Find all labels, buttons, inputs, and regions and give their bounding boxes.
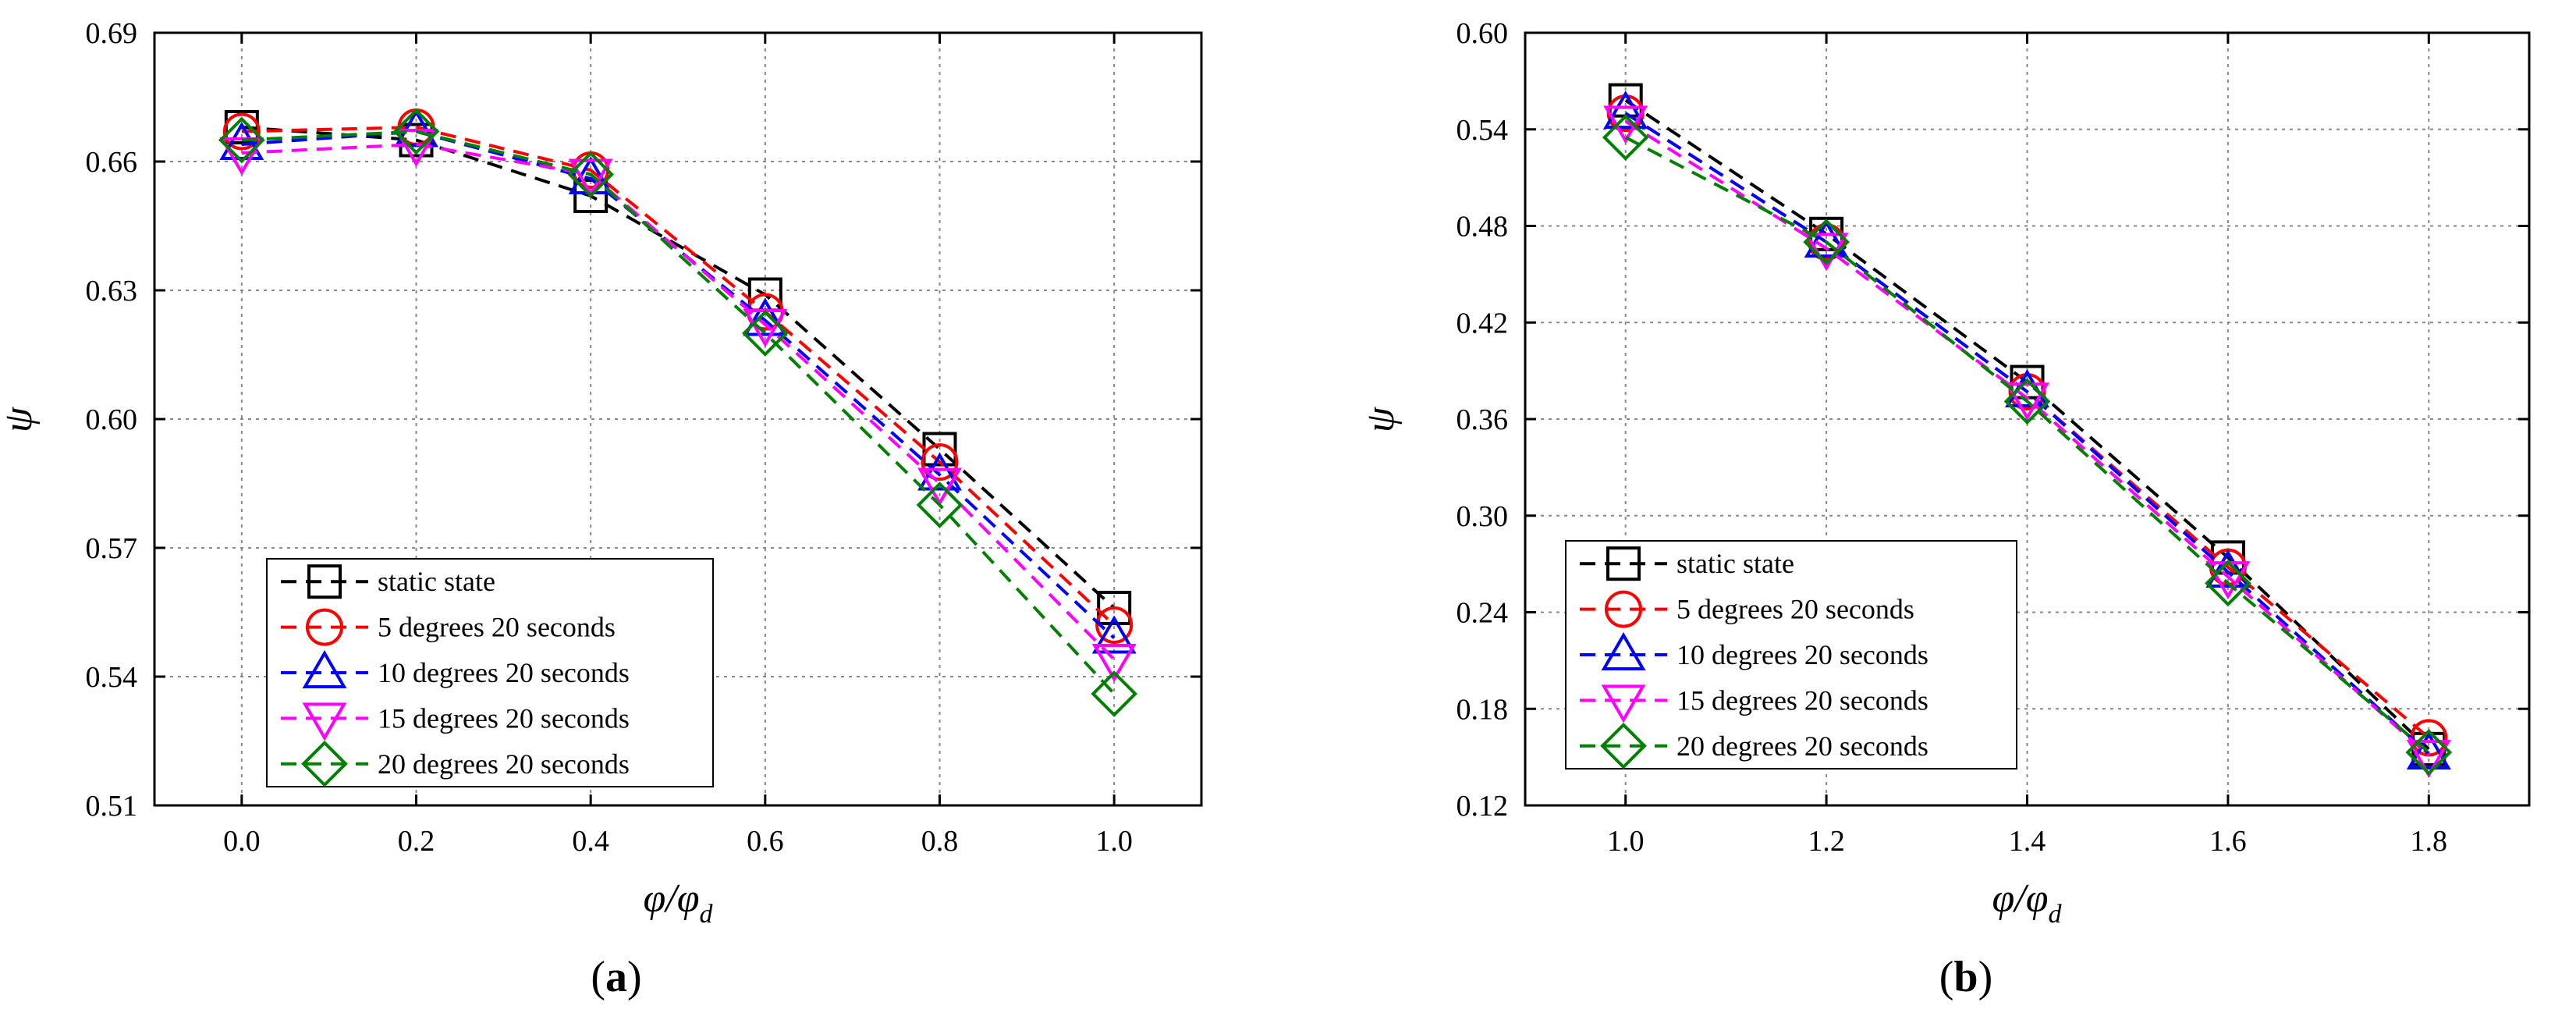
y-tick-label: 0.24 [1457, 597, 1509, 630]
x-tick-label: 0.4 [572, 825, 609, 858]
data-point-s5-3 [567, 151, 614, 198]
series-line-1 [241, 126, 1116, 610]
legend-marker [1600, 722, 1647, 770]
legend-marker [307, 564, 342, 599]
y-tick-label: 0.69 [86, 17, 138, 50]
x-tick-label: 1.8 [2411, 825, 2448, 858]
panel-label-letter: b [1953, 953, 1978, 1001]
data-point-s3-4 [743, 297, 788, 336]
legend-marker [306, 608, 343, 646]
data-point-s3-1 [1603, 91, 1648, 130]
legend-label: 20 degrees 20 seconds [378, 748, 630, 780]
legend-label: static state [1677, 548, 1794, 579]
x-tick-label: 1.0 [1095, 825, 1133, 858]
data-point-s3-5 [917, 452, 962, 491]
series-line-4 [241, 142, 1116, 661]
data-point-s5-1 [218, 116, 265, 164]
data-point-s4-2 [394, 129, 438, 167]
data-point-s5-2 [392, 108, 440, 155]
x-tick-label: 0.6 [747, 825, 784, 858]
legend-marker [302, 702, 347, 741]
data-point-s4-3 [568, 158, 613, 197]
legend: static state 5 degrees 20 seconds 10 degre… [266, 558, 714, 787]
y-tick-label: 0.66 [86, 146, 138, 179]
data-point-s5-3 [2003, 378, 2051, 425]
y-tick-label: 0.12 [1457, 790, 1509, 823]
series-line-5 [241, 130, 1116, 695]
legend-label: 15 degrees 20 seconds [378, 702, 630, 734]
data-point-s4-6 [1091, 644, 1137, 682]
x-axis-title-subscript: d [2048, 900, 2062, 929]
y-tick-label: 0.60 [1457, 17, 1509, 50]
series-line-3 [1624, 112, 2430, 755]
data-point-s5-2 [1803, 219, 1850, 265]
data-point-s2-6 [1095, 606, 1134, 644]
data-point-s4-5 [917, 467, 962, 507]
series-line-3 [241, 130, 1116, 639]
data-point-s3-6 [1091, 615, 1137, 654]
panel-label-letter: a [605, 953, 627, 1001]
data-point-s5-6 [1091, 670, 1137, 717]
x-tick-label: 1.6 [2209, 825, 2247, 858]
x-tick-label: 1.2 [1808, 825, 1845, 858]
legend: static state 5 degrees 20 seconds 10 degre… [1565, 540, 2017, 770]
x-tick-label: 0.0 [223, 825, 261, 858]
y-tick-label: 0.57 [86, 532, 138, 565]
x-tick-label: 0.2 [398, 825, 435, 858]
legend-label: 10 degrees 20 seconds [378, 657, 630, 688]
data-point-s5-5 [2405, 729, 2453, 776]
y-tick-label: 0.54 [1457, 114, 1509, 147]
data-point-s2-5 [921, 443, 959, 481]
legend-label: 5 degrees 20 seconds [1677, 594, 1914, 625]
chart-panel-a: 0.0 0.2 0.4 0.6 0.8 1.0 0.51 0.54 0.57 0.60 0.63 0.… [0, 17, 1203, 1001]
data-point-s5-4 [2205, 560, 2251, 607]
x-axis-title: φ/φd [1992, 876, 2063, 929]
legend-label: 15 degrees 20 seconds [1677, 684, 1928, 716]
data-point-s3-2 [1804, 219, 1849, 258]
data-point-s3-5 [2406, 731, 2451, 770]
legend-label: 10 degrees 20 seconds [1677, 639, 1928, 670]
legend-marker [301, 740, 348, 787]
y-axis-title: ψ [0, 406, 41, 432]
data-point-s4-5 [2406, 740, 2451, 779]
y-tick-label: 0.51 [86, 790, 138, 823]
legend-label: 20 degrees 20 seconds [1677, 730, 1928, 762]
y-tick-label: 0.36 [1457, 403, 1509, 436]
data-point-s3-1 [219, 122, 264, 160]
series-line-2 [241, 125, 1116, 627]
y-tick-label: 0.42 [1457, 307, 1509, 339]
series-line-1 [1624, 98, 2430, 751]
legend-label: static state [378, 566, 495, 597]
x-axis-title-subscript: d [699, 900, 713, 929]
x-tick-label: 1.4 [2009, 825, 2046, 858]
y-tick-label: 0.18 [1457, 693, 1509, 726]
legend-label: 5 degrees 20 seconds [378, 612, 616, 643]
data-point-s5-1 [1602, 114, 1649, 161]
data-point-s5-4 [742, 310, 789, 357]
data-point-s2-1 [222, 112, 261, 151]
y-tick-label: 0.60 [86, 403, 138, 436]
panel-label: (b) [1939, 953, 1992, 1001]
y-axis-title: ψ [1358, 406, 1403, 432]
y-tick-label: 0.30 [1457, 500, 1509, 533]
panel-label: (a) [591, 953, 641, 1001]
legend-marker [1605, 590, 1642, 628]
x-tick-label: 0.8 [921, 825, 959, 858]
data-point-s4-3 [2005, 382, 2049, 421]
x-axis-title: φ/φd [644, 876, 714, 929]
legend-marker [1601, 684, 1646, 723]
legend-marker [302, 650, 347, 688]
y-tick-label: 0.63 [86, 275, 138, 307]
data-point-s3-4 [2205, 549, 2251, 588]
legend-marker [1601, 632, 1646, 670]
chart-panel-b: 1.0 1.2 1.4 1.6 1.8 0.12 0.18 0.24 0.30 0.36 0.42 0… [1358, 17, 2531, 1001]
data-point-s5-5 [916, 482, 963, 528]
series-line-5 [1624, 136, 2430, 754]
x-tick-label: 1.0 [1607, 825, 1645, 858]
y-tick-label: 0.48 [1457, 211, 1509, 243]
y-tick-label: 0.54 [86, 661, 138, 694]
data-point-s1-6 [1097, 591, 1132, 625]
legend-marker [1606, 546, 1641, 581]
